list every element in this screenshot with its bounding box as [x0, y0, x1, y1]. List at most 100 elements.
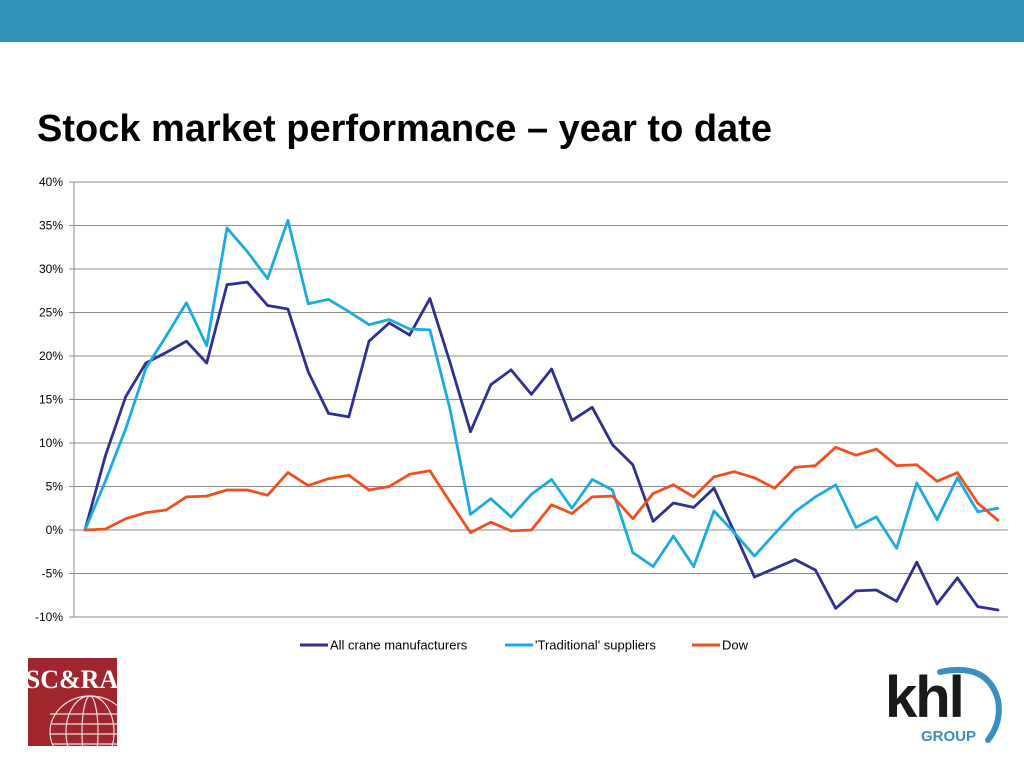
data-point — [590, 478, 594, 481]
y-tick-label: 25% — [39, 306, 63, 320]
data-point — [956, 476, 959, 480]
data-point — [895, 464, 898, 467]
legend-label-1: 'Traditional' suppliers — [535, 638, 656, 653]
data-point — [144, 366, 148, 370]
data-point — [489, 497, 493, 501]
data-point — [327, 298, 330, 301]
data-point — [550, 478, 553, 481]
data-point — [875, 588, 878, 592]
data-point — [854, 453, 858, 457]
data-point — [286, 219, 290, 222]
data-point — [509, 368, 513, 372]
data-point — [753, 554, 756, 558]
data-point — [428, 297, 432, 300]
series-line-0 — [83, 280, 999, 612]
data-point — [915, 463, 919, 467]
data-point — [611, 488, 614, 492]
data-point — [814, 568, 817, 572]
data-point — [996, 507, 1000, 510]
data-point — [246, 280, 249, 284]
data-point — [915, 560, 919, 564]
series-line-2 — [84, 445, 999, 535]
data-point — [631, 463, 635, 467]
data-point — [530, 528, 533, 532]
data-point — [205, 494, 208, 498]
data-point — [266, 493, 269, 497]
data-point — [408, 327, 411, 331]
data-point — [225, 226, 229, 230]
y-tick-label: 10% — [39, 436, 63, 450]
data-point — [712, 486, 716, 490]
data-point — [793, 510, 797, 513]
data-point — [489, 520, 493, 524]
data-point — [590, 406, 594, 409]
data-point — [976, 605, 979, 608]
data-point — [286, 471, 290, 474]
data-point — [570, 507, 574, 510]
data-point — [83, 528, 87, 532]
y-tick-label: -5% — [42, 567, 64, 581]
data-point — [732, 470, 736, 474]
data-point — [672, 534, 675, 538]
data-point — [266, 304, 269, 307]
data-point — [935, 480, 939, 483]
data-point — [692, 506, 695, 509]
data-point — [712, 509, 716, 513]
data-point — [367, 323, 371, 326]
scra-logo-text: SC&RA — [28, 665, 117, 694]
data-point — [530, 393, 533, 396]
data-point — [753, 476, 756, 480]
y-tick-label: 5% — [46, 480, 64, 494]
data-point — [104, 480, 107, 483]
data-point — [104, 454, 107, 458]
data-point — [895, 547, 898, 550]
data-point — [996, 608, 1000, 612]
data-point — [956, 471, 959, 474]
data-point — [651, 565, 655, 568]
data-point — [306, 484, 310, 487]
data-point — [692, 495, 695, 499]
scra-logo-background — [28, 658, 117, 746]
data-point — [996, 519, 1000, 522]
data-point — [408, 333, 411, 337]
data-point — [347, 473, 351, 477]
data-point — [428, 328, 432, 332]
data-point — [550, 367, 553, 371]
data-point — [428, 469, 432, 473]
data-point — [185, 495, 188, 499]
top-banner-bar — [0, 0, 1024, 42]
data-point — [509, 529, 513, 533]
data-point — [469, 531, 472, 534]
data-point — [956, 576, 959, 580]
data-point — [773, 567, 777, 570]
data-point — [469, 430, 472, 434]
data-point — [408, 473, 411, 476]
data-point — [367, 339, 371, 343]
data-point — [185, 339, 188, 343]
data-point — [834, 483, 837, 487]
data-point — [347, 415, 351, 419]
data-point — [590, 495, 594, 499]
series-line-1 — [83, 218, 999, 568]
data-point — [185, 301, 188, 305]
data-point — [388, 318, 391, 321]
y-tick-label: 0% — [46, 523, 64, 537]
data-point — [935, 602, 939, 606]
series-lines — [83, 218, 1000, 612]
data-point — [651, 492, 655, 495]
data-point — [672, 501, 675, 505]
data-point — [246, 250, 249, 253]
data-point — [347, 310, 351, 313]
data-point — [875, 447, 878, 451]
data-point — [895, 600, 898, 603]
data-point — [124, 395, 127, 399]
data-point — [205, 361, 208, 365]
data-point — [773, 532, 777, 535]
y-tick-label: -10% — [35, 610, 63, 624]
data-point — [793, 466, 797, 469]
data-point — [814, 495, 817, 499]
data-point — [530, 493, 533, 496]
khl-logo-arc — [937, 666, 1002, 743]
data-point — [854, 526, 858, 529]
line-chart: 40% 35% 30% 25% 20% 15% 10% 5% 0% -5% -10% All cra… — [35, 175, 1008, 653]
